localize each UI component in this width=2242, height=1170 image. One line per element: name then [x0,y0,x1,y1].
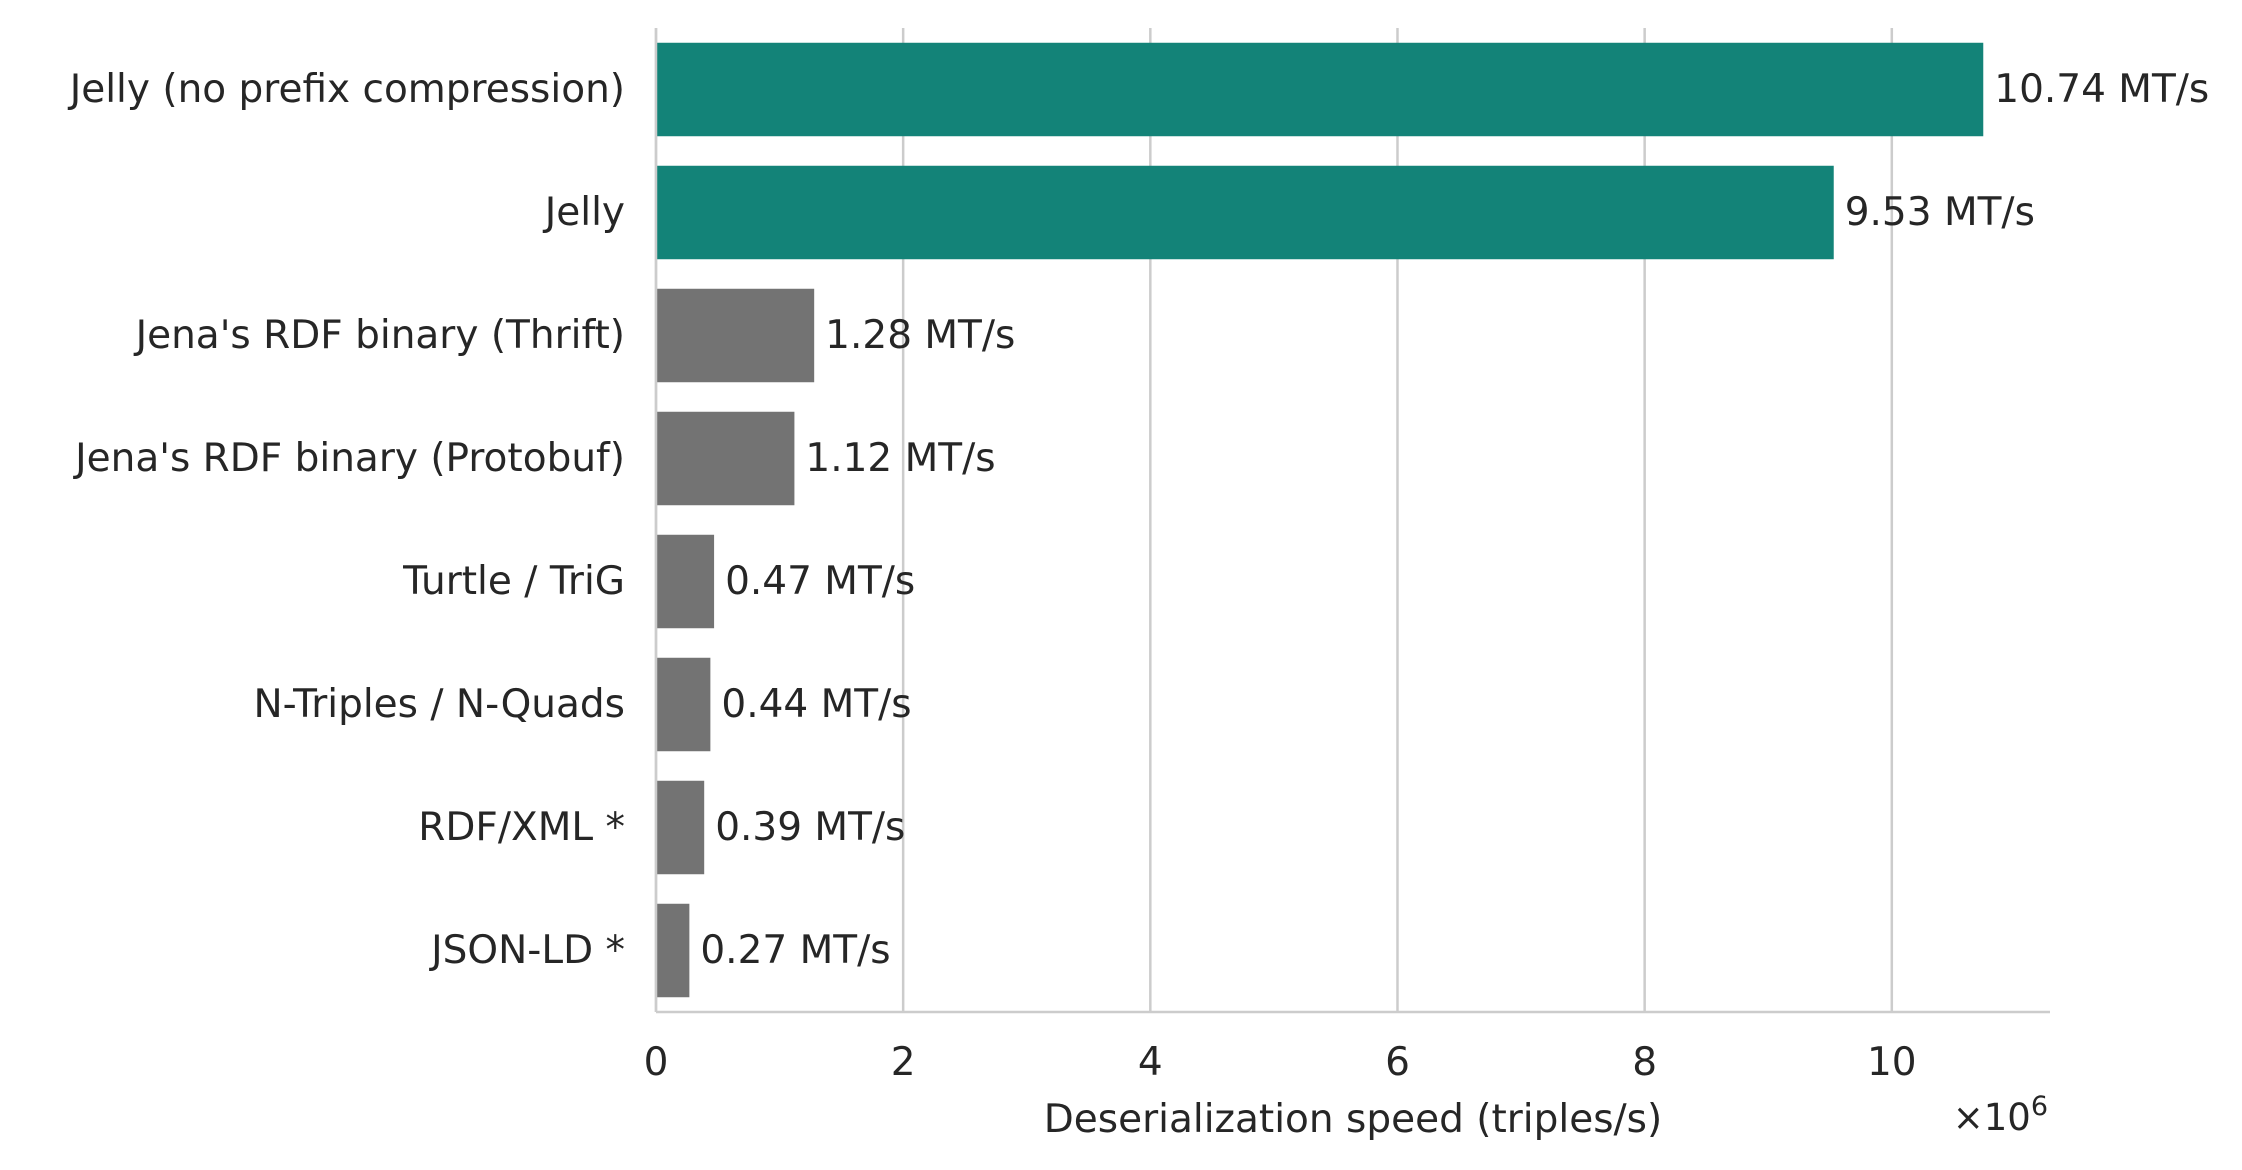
bar [656,42,1984,137]
x-tick-label: 4 [1138,1040,1163,1085]
category-label: JSON-LD * [428,928,625,973]
category-labels: Jelly (no prefix compression) Jelly Jena's… [67,67,625,973]
category-label: N-Triples / N-Quads [253,682,625,727]
value-label: 0.27 MT/s [700,928,890,973]
bar [656,165,1834,260]
category-label: Jena's RDF binary (Protobuf) [72,436,625,481]
x-tick-label: 6 [1385,1040,1410,1085]
x-axis-label: Deserialization speed (triples/s) [1044,1097,1662,1142]
bar [656,780,705,875]
value-label: 0.44 MT/s [721,682,911,727]
x-tick-label: 10 [1867,1040,1917,1085]
multiplier-base: ×10 [1953,1096,2031,1139]
bar [656,903,690,998]
category-label: Jena's RDF binary (Thrift) [133,313,625,358]
value-label: 0.47 MT/s [725,559,915,604]
bars [656,42,1984,998]
category-label: RDF/XML * [418,805,625,850]
category-label: Jelly [542,190,625,235]
x-tick-label: 2 [891,1040,916,1085]
value-label: 9.53 MT/s [1845,190,2035,235]
x-axis-multiplier: ×106 [1953,1091,2048,1139]
bar [656,411,795,506]
bar [656,288,815,383]
x-tick-labels: 0 2 4 6 8 10 [644,1040,1917,1085]
category-label: Turtle / TriG [402,559,625,604]
value-label: 10.74 MT/s [1994,67,2209,112]
multiplier-exponent: 6 [2031,1091,2048,1122]
value-labels: 10.74 MT/s 9.53 MT/s 1.28 MT/s 1.12 MT/s 0.4… [700,67,2209,973]
bar [656,534,715,629]
x-tick-label: 0 [644,1040,669,1085]
category-label: Jelly (no prefix compression) [67,67,625,112]
axes [654,28,2050,1014]
x-tick-label: 8 [1632,1040,1657,1085]
bar [656,657,711,752]
value-label: 1.12 MT/s [805,436,995,481]
value-label: 0.39 MT/s [715,805,905,850]
value-label: 1.28 MT/s [825,313,1015,358]
